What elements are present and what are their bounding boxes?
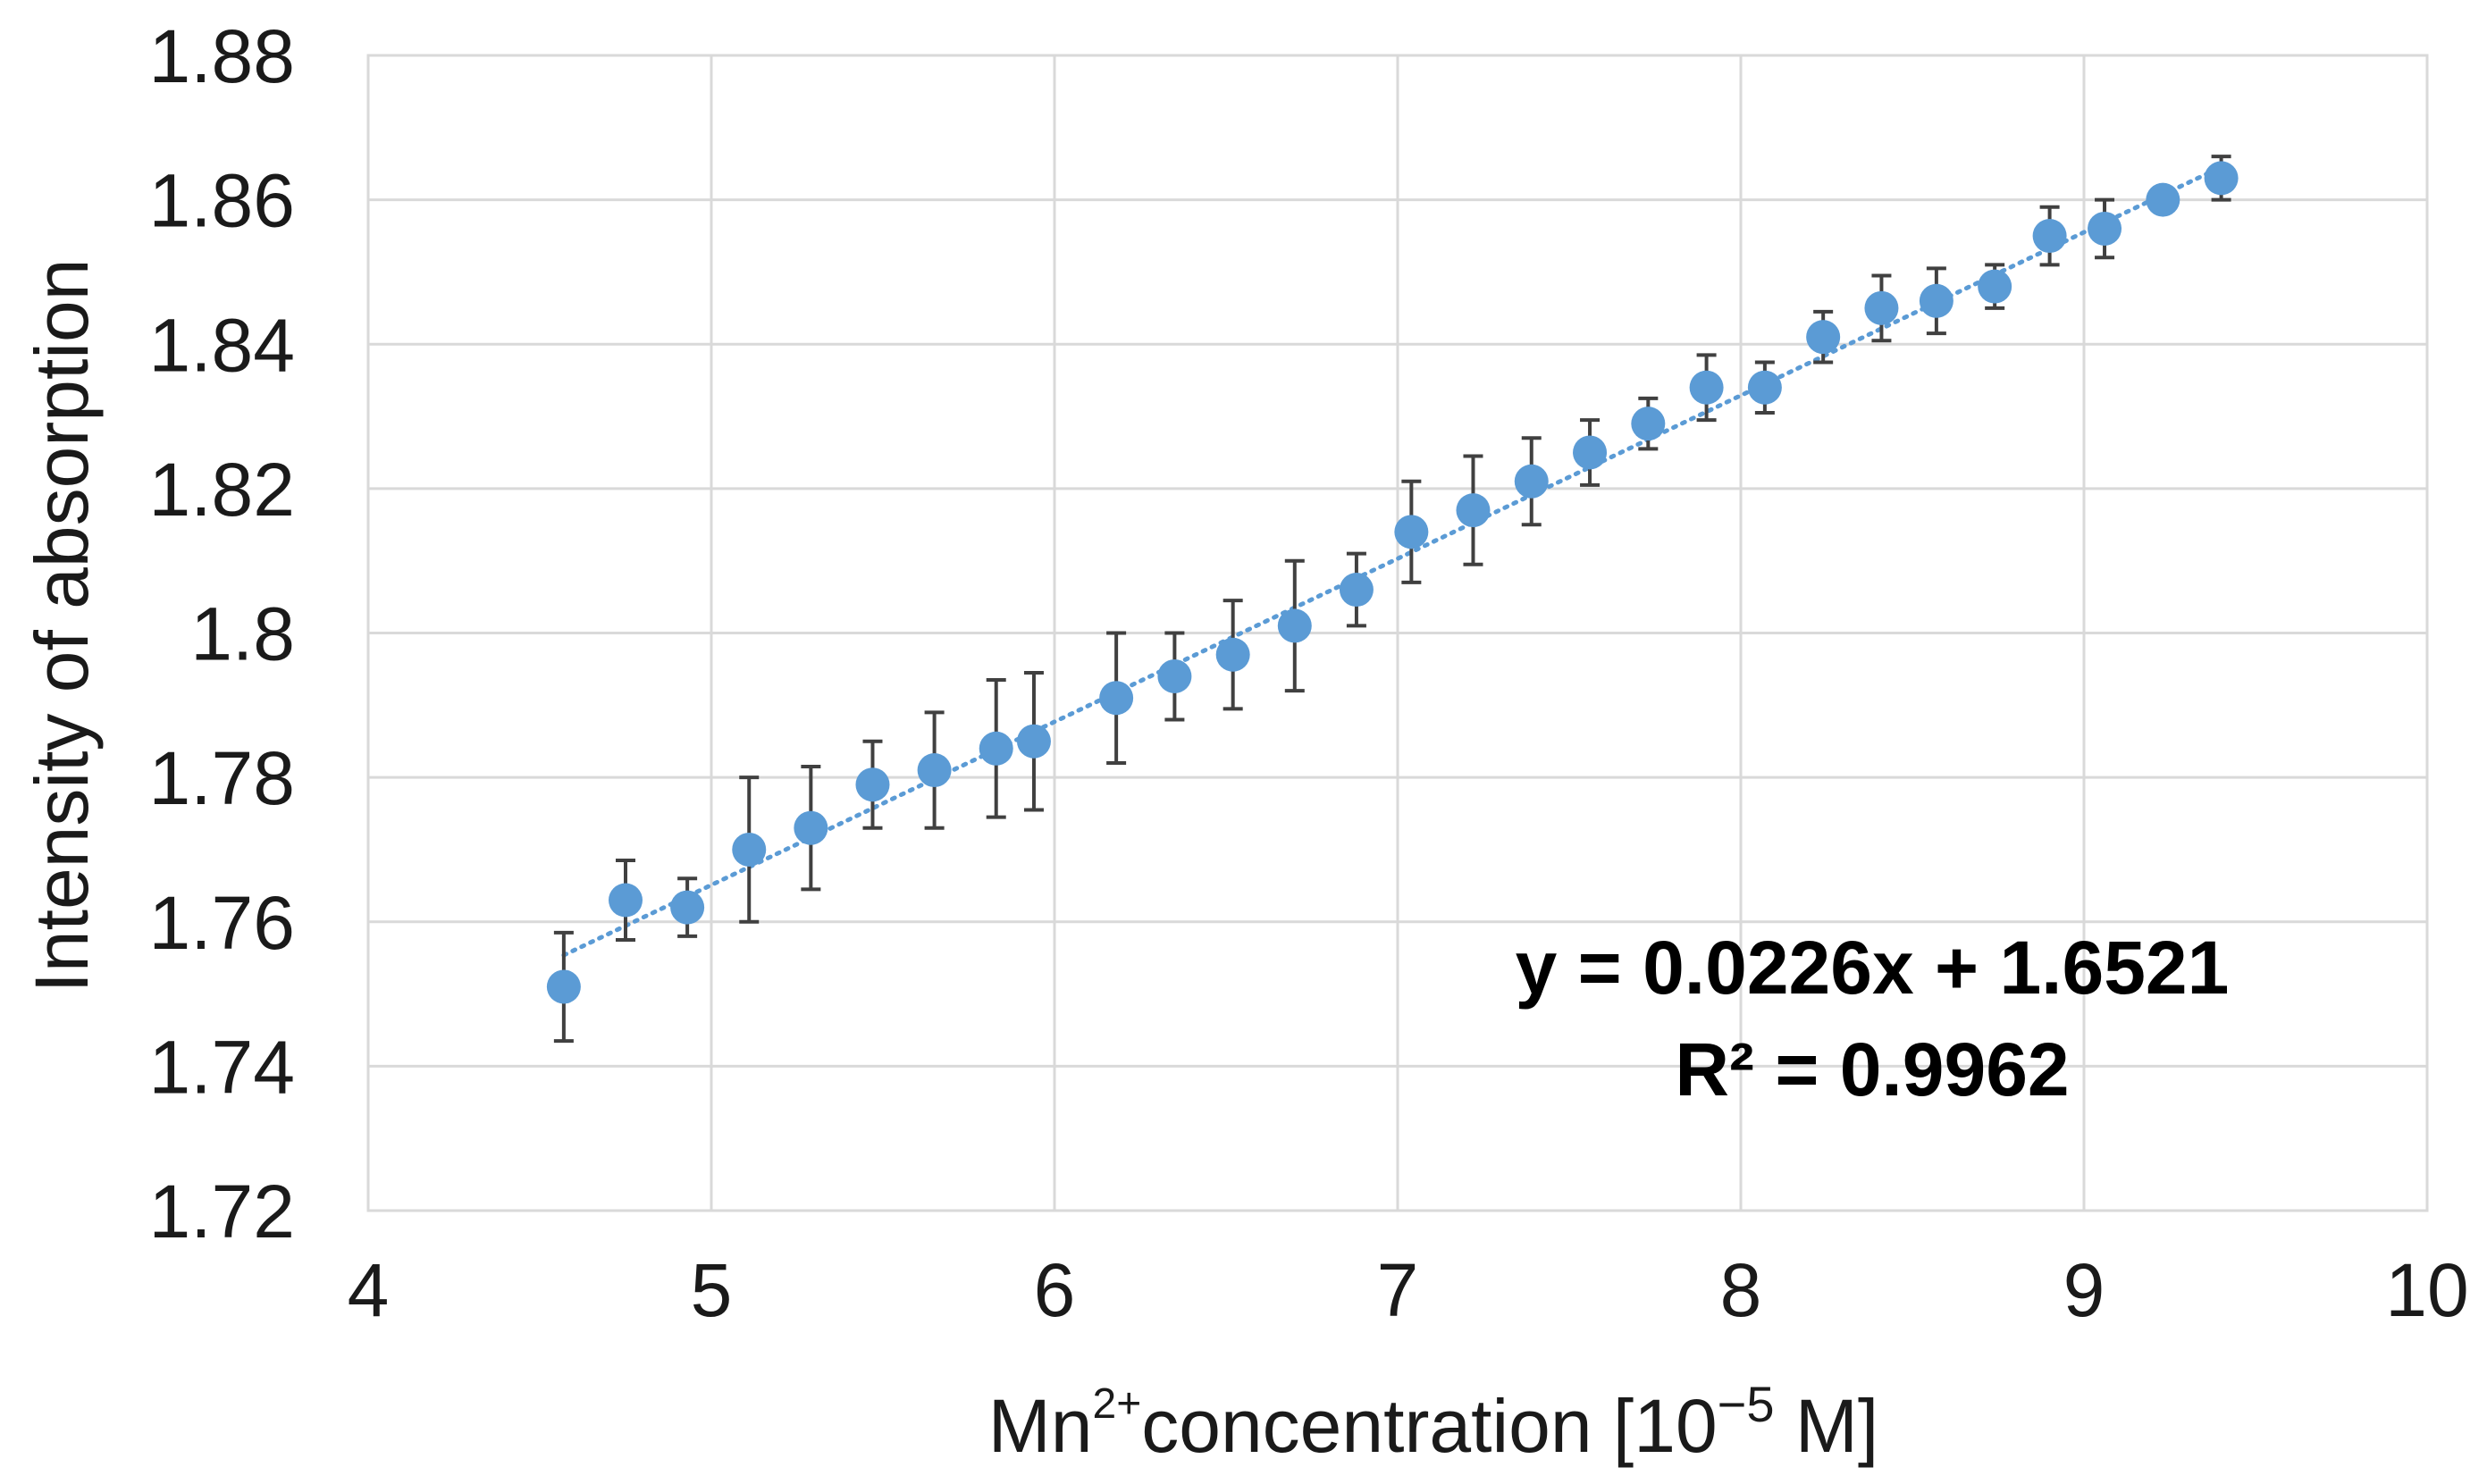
data-point: [609, 883, 643, 918]
x-tick-label: 8: [1720, 1248, 1762, 1332]
y-tick-label: 1.86: [149, 159, 296, 243]
data-point: [979, 731, 1013, 766]
data-point: [1919, 283, 1953, 318]
plot-area-border: [366, 54, 2429, 1212]
data-point: [732, 832, 767, 867]
x-axis-label-unit: M]: [1775, 1384, 1879, 1468]
x-axis-label-main: Mn: [988, 1384, 1093, 1468]
data-point: [1456, 493, 1491, 528]
x-tick-label: 9: [2063, 1248, 2105, 1332]
data-point: [1978, 269, 2012, 304]
x-axis-tick-labels: 4 5 6 7 8 9 10: [348, 1248, 2469, 1332]
data-point: [2146, 182, 2180, 217]
data-point: [670, 890, 705, 925]
x-tick-label: 6: [1034, 1248, 1076, 1332]
data-points: [546, 161, 2239, 1004]
x-tick-label: 4: [348, 1248, 390, 1332]
data-point: [2088, 211, 2122, 246]
x-axis-label-rest: concentration [10: [1141, 1384, 1717, 1468]
y-axis-tick-labels: 1.72 1.74 1.76 1.78 1.8 1.82 1.84 1.86 1.88: [149, 14, 296, 1253]
data-point: [1514, 464, 1549, 499]
data-point: [1631, 407, 1666, 441]
r-squared-label: R² = 0.9962: [1675, 1027, 2069, 1111]
data-point: [794, 810, 828, 845]
y-tick-label: 1.82: [149, 448, 296, 532]
data-point: [2032, 219, 2067, 254]
data-point: [1277, 608, 1312, 643]
data-point: [1339, 573, 1374, 608]
y-tick-label: 1.88: [149, 14, 296, 98]
data-point: [855, 767, 890, 802]
data-point: [1747, 370, 1782, 405]
data-point: [1573, 435, 1608, 470]
y-tick-label: 1.84: [149, 303, 296, 387]
data-point: [1099, 681, 1134, 716]
data-point: [1864, 290, 1899, 325]
y-tick-label: 1.74: [149, 1025, 296, 1109]
data-point: [1689, 370, 1724, 405]
x-axis-label: Mn2+concentration [10−5 M]: [988, 1376, 1878, 1468]
data-point: [546, 969, 581, 1004]
y-tick-label: 1.76: [149, 881, 296, 965]
y-tick-label: 1.72: [149, 1170, 296, 1253]
data-point: [1016, 724, 1051, 759]
data-point: [1157, 658, 1192, 693]
y-tick-label: 1.8: [190, 592, 295, 676]
data-point: [1806, 320, 1841, 355]
data-point: [1215, 637, 1250, 672]
y-axis-label: Intensity of absorption: [20, 259, 104, 994]
linear-trendline: [561, 164, 2224, 958]
x-axis-label-superscript: 2+: [1093, 1380, 1142, 1428]
data-point: [917, 753, 952, 788]
x-tick-label: 7: [1377, 1248, 1419, 1332]
x-tick-label: 5: [691, 1248, 733, 1332]
data-point: [1394, 515, 1429, 549]
x-axis-label-exponent: −5: [1718, 1376, 1775, 1432]
data-point: [2204, 161, 2239, 196]
x-tick-label: 10: [2385, 1248, 2468, 1332]
trendline-equation: y = 0.0226x + 1.6521: [1516, 926, 2230, 1010]
y-tick-label: 1.78: [149, 736, 296, 820]
